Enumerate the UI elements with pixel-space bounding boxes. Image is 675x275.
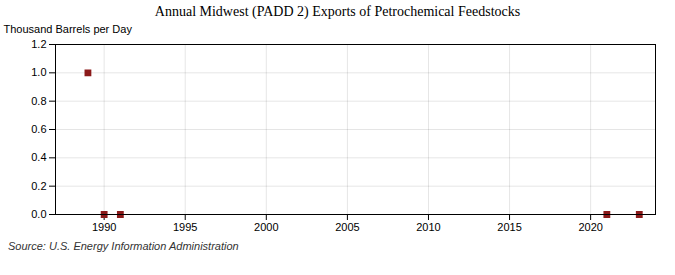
svg-text:2010: 2010 [416,221,440,233]
svg-text:0.4: 0.4 [31,151,46,163]
svg-text:1.2: 1.2 [31,38,46,50]
svg-text:2015: 2015 [497,221,521,233]
svg-text:0.8: 0.8 [31,95,46,107]
svg-text:1.0: 1.0 [31,66,46,78]
svg-text:Thousand Barrels per Day: Thousand Barrels per Day [4,23,133,35]
svg-text:2005: 2005 [335,221,359,233]
svg-text:0.2: 0.2 [31,180,46,192]
svg-text:2020: 2020 [578,221,602,233]
svg-text:1990: 1990 [92,221,116,233]
svg-text:0.0: 0.0 [31,208,46,220]
svg-text:1995: 1995 [173,221,197,233]
svg-text:0.6: 0.6 [31,123,46,135]
html-text:Source: U.S. Energy Informatio: Source: U.S. Energy Information Administ… [8,240,239,252]
html-text:Annual Midwest (PADD 2) Export: Annual Midwest (PADD 2) Exports of Petro… [154,4,521,19]
svg-text:2000: 2000 [254,221,278,233]
